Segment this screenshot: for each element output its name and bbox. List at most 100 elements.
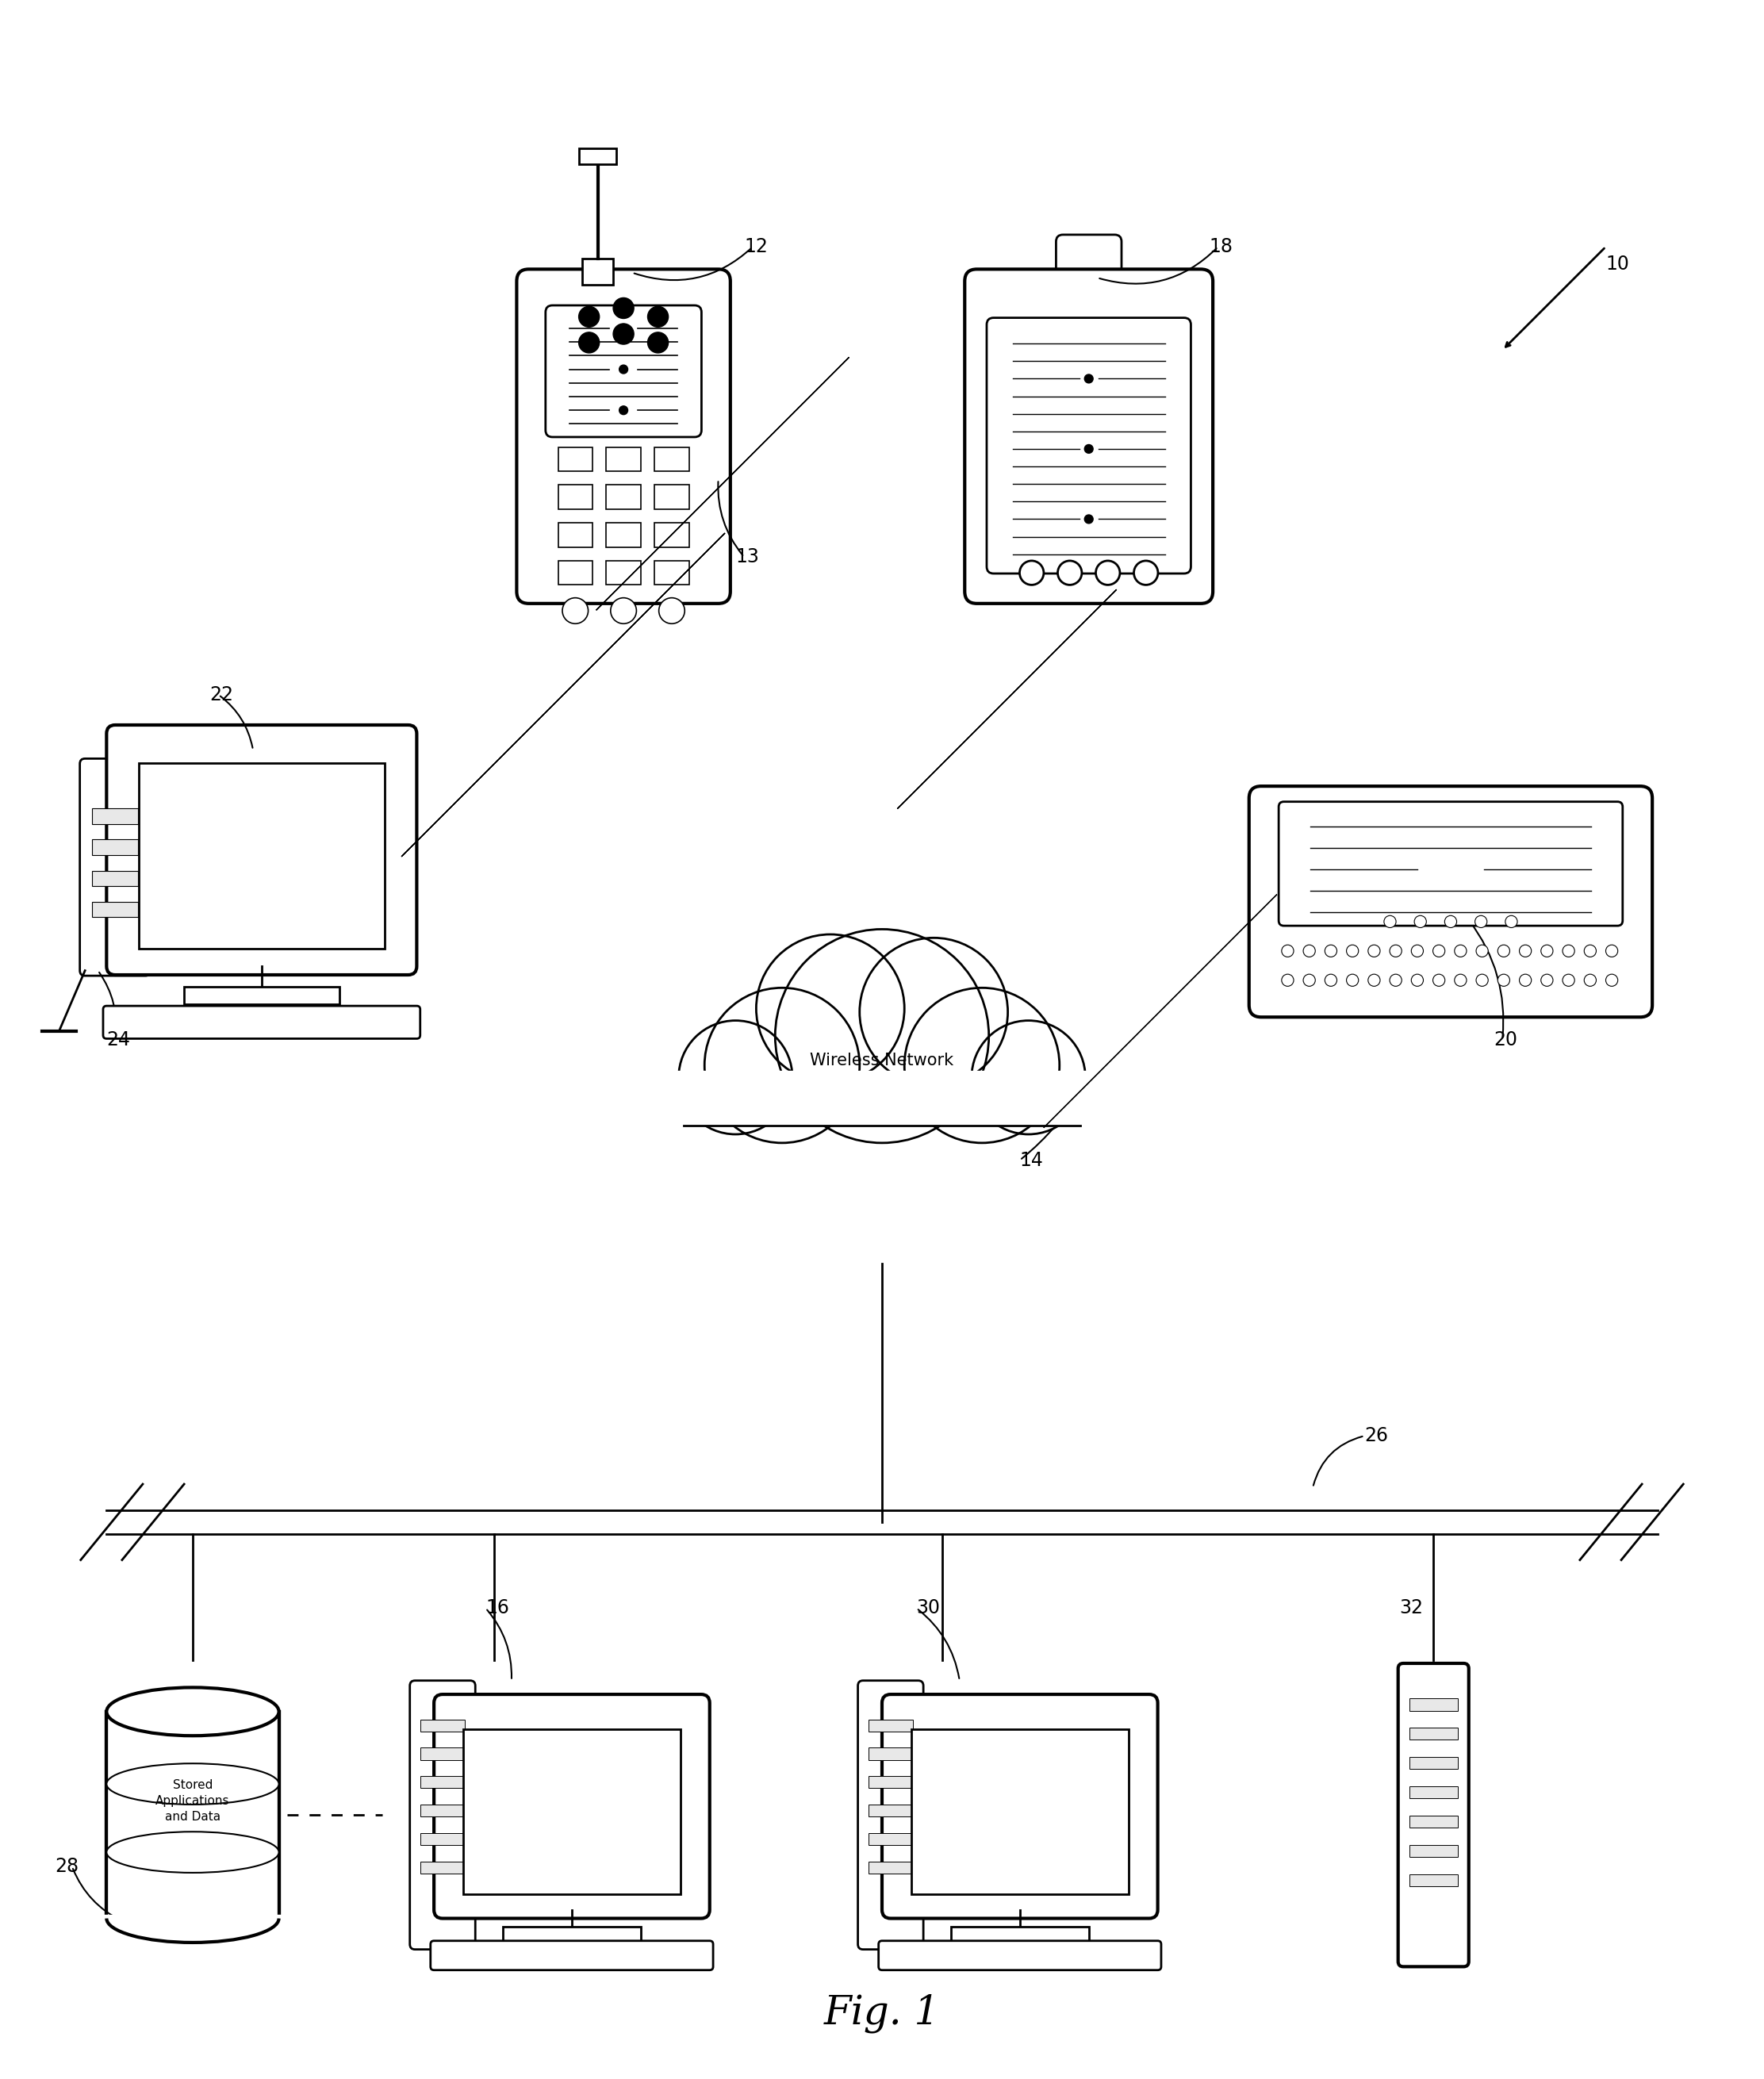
Circle shape — [614, 297, 633, 318]
Bar — [464, 1730, 681, 1894]
Circle shape — [1346, 944, 1358, 956]
Polygon shape — [596, 358, 848, 611]
Circle shape — [563, 599, 587, 624]
Bar — [420, 1805, 464, 1817]
Bar — [557, 561, 593, 584]
Text: 12: 12 — [744, 237, 767, 256]
Circle shape — [1058, 561, 1081, 584]
Circle shape — [1325, 975, 1337, 985]
Circle shape — [1346, 975, 1358, 985]
Circle shape — [1542, 944, 1552, 956]
FancyBboxPatch shape — [517, 268, 730, 603]
Circle shape — [757, 933, 905, 1083]
Text: 22: 22 — [210, 686, 235, 705]
Bar — [868, 1805, 912, 1817]
Circle shape — [1455, 975, 1466, 985]
Circle shape — [679, 1021, 792, 1135]
Circle shape — [1498, 975, 1510, 985]
Text: 24: 24 — [106, 1029, 131, 1050]
Bar — [1409, 1875, 1457, 1886]
Circle shape — [1519, 944, 1531, 956]
Circle shape — [619, 405, 628, 414]
Circle shape — [1498, 944, 1510, 956]
Bar — [654, 522, 690, 547]
Circle shape — [704, 988, 859, 1143]
Circle shape — [1390, 975, 1402, 985]
Bar — [92, 840, 138, 854]
Text: 32: 32 — [1399, 1599, 1424, 1617]
FancyBboxPatch shape — [1399, 1663, 1469, 1967]
FancyBboxPatch shape — [986, 318, 1191, 574]
Text: 30: 30 — [917, 1599, 940, 1617]
Bar — [183, 988, 339, 1004]
Bar — [868, 1748, 912, 1759]
Bar — [1409, 1728, 1457, 1740]
Polygon shape — [402, 532, 725, 857]
Bar — [1409, 1699, 1457, 1711]
Circle shape — [1282, 975, 1293, 985]
Circle shape — [1304, 944, 1316, 956]
Bar — [102, 1915, 282, 1942]
Circle shape — [619, 324, 628, 333]
FancyBboxPatch shape — [545, 306, 702, 437]
Bar — [1409, 1786, 1457, 1798]
Circle shape — [1085, 516, 1094, 524]
Circle shape — [614, 324, 633, 345]
Circle shape — [1369, 944, 1379, 956]
Bar — [557, 447, 593, 472]
Text: 16: 16 — [485, 1599, 510, 1617]
FancyBboxPatch shape — [878, 1942, 1161, 1971]
FancyBboxPatch shape — [1279, 802, 1623, 925]
Circle shape — [1325, 944, 1337, 956]
Bar — [579, 148, 617, 164]
Text: 10: 10 — [1605, 254, 1630, 274]
FancyBboxPatch shape — [857, 1680, 923, 1950]
Circle shape — [1584, 944, 1596, 956]
Polygon shape — [1044, 894, 1277, 1127]
Circle shape — [1445, 915, 1457, 927]
Text: 18: 18 — [1210, 237, 1233, 256]
Circle shape — [1095, 561, 1120, 584]
Circle shape — [1476, 975, 1489, 985]
Circle shape — [1432, 975, 1445, 985]
FancyBboxPatch shape — [106, 726, 416, 975]
Bar — [676, 1071, 1088, 1125]
Bar — [557, 522, 593, 547]
Bar — [607, 447, 640, 472]
Bar — [1409, 1757, 1457, 1769]
Bar — [951, 1927, 1088, 1942]
Bar — [868, 1719, 912, 1732]
Ellipse shape — [106, 1688, 279, 1736]
Bar — [503, 1927, 640, 1942]
Bar — [607, 561, 640, 584]
Circle shape — [1415, 915, 1427, 927]
Ellipse shape — [106, 1832, 279, 1873]
Text: Stored
Applications
and Data: Stored Applications and Data — [155, 1780, 229, 1823]
Bar — [92, 871, 138, 886]
Bar — [557, 484, 593, 509]
Circle shape — [1584, 975, 1596, 985]
Circle shape — [1369, 975, 1379, 985]
Circle shape — [1385, 915, 1395, 927]
Circle shape — [1563, 975, 1575, 985]
Circle shape — [579, 333, 600, 353]
Circle shape — [1411, 944, 1424, 956]
FancyBboxPatch shape — [965, 268, 1214, 603]
Text: 20: 20 — [1494, 1029, 1517, 1050]
Circle shape — [1519, 975, 1531, 985]
Circle shape — [647, 306, 669, 326]
Circle shape — [1476, 944, 1489, 956]
Circle shape — [1304, 975, 1316, 985]
Bar — [868, 1775, 912, 1788]
Circle shape — [905, 988, 1060, 1143]
Ellipse shape — [106, 1763, 279, 1805]
Bar — [420, 1748, 464, 1759]
Text: 28: 28 — [55, 1857, 79, 1875]
Bar — [868, 1861, 912, 1873]
Bar — [582, 260, 614, 285]
Circle shape — [1563, 944, 1575, 956]
Circle shape — [1390, 944, 1402, 956]
Circle shape — [1475, 915, 1487, 927]
Bar — [106, 1711, 279, 1919]
Circle shape — [1605, 944, 1618, 956]
